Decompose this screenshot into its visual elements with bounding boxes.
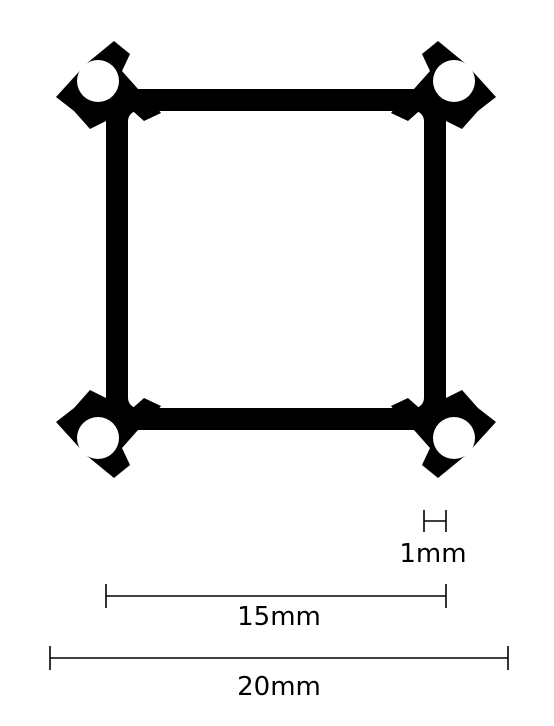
corner-lug-top-right [391,41,496,129]
wall-thickness-dimension: 1mm [399,510,467,569]
corner-lug-top-left [56,41,161,129]
inner-span-dimension: 15mm [105,584,447,632]
wall-thickness-label: 1mm [399,539,466,569]
inner-span-label: 15mm [237,602,321,632]
corner-lug-bottom-left [56,390,161,478]
square-frame [106,89,446,430]
corner-lug-bottom-right [391,390,496,478]
outer-span-label: 20mm [237,672,321,702]
outer-span-dimension: 20mm [49,646,509,702]
